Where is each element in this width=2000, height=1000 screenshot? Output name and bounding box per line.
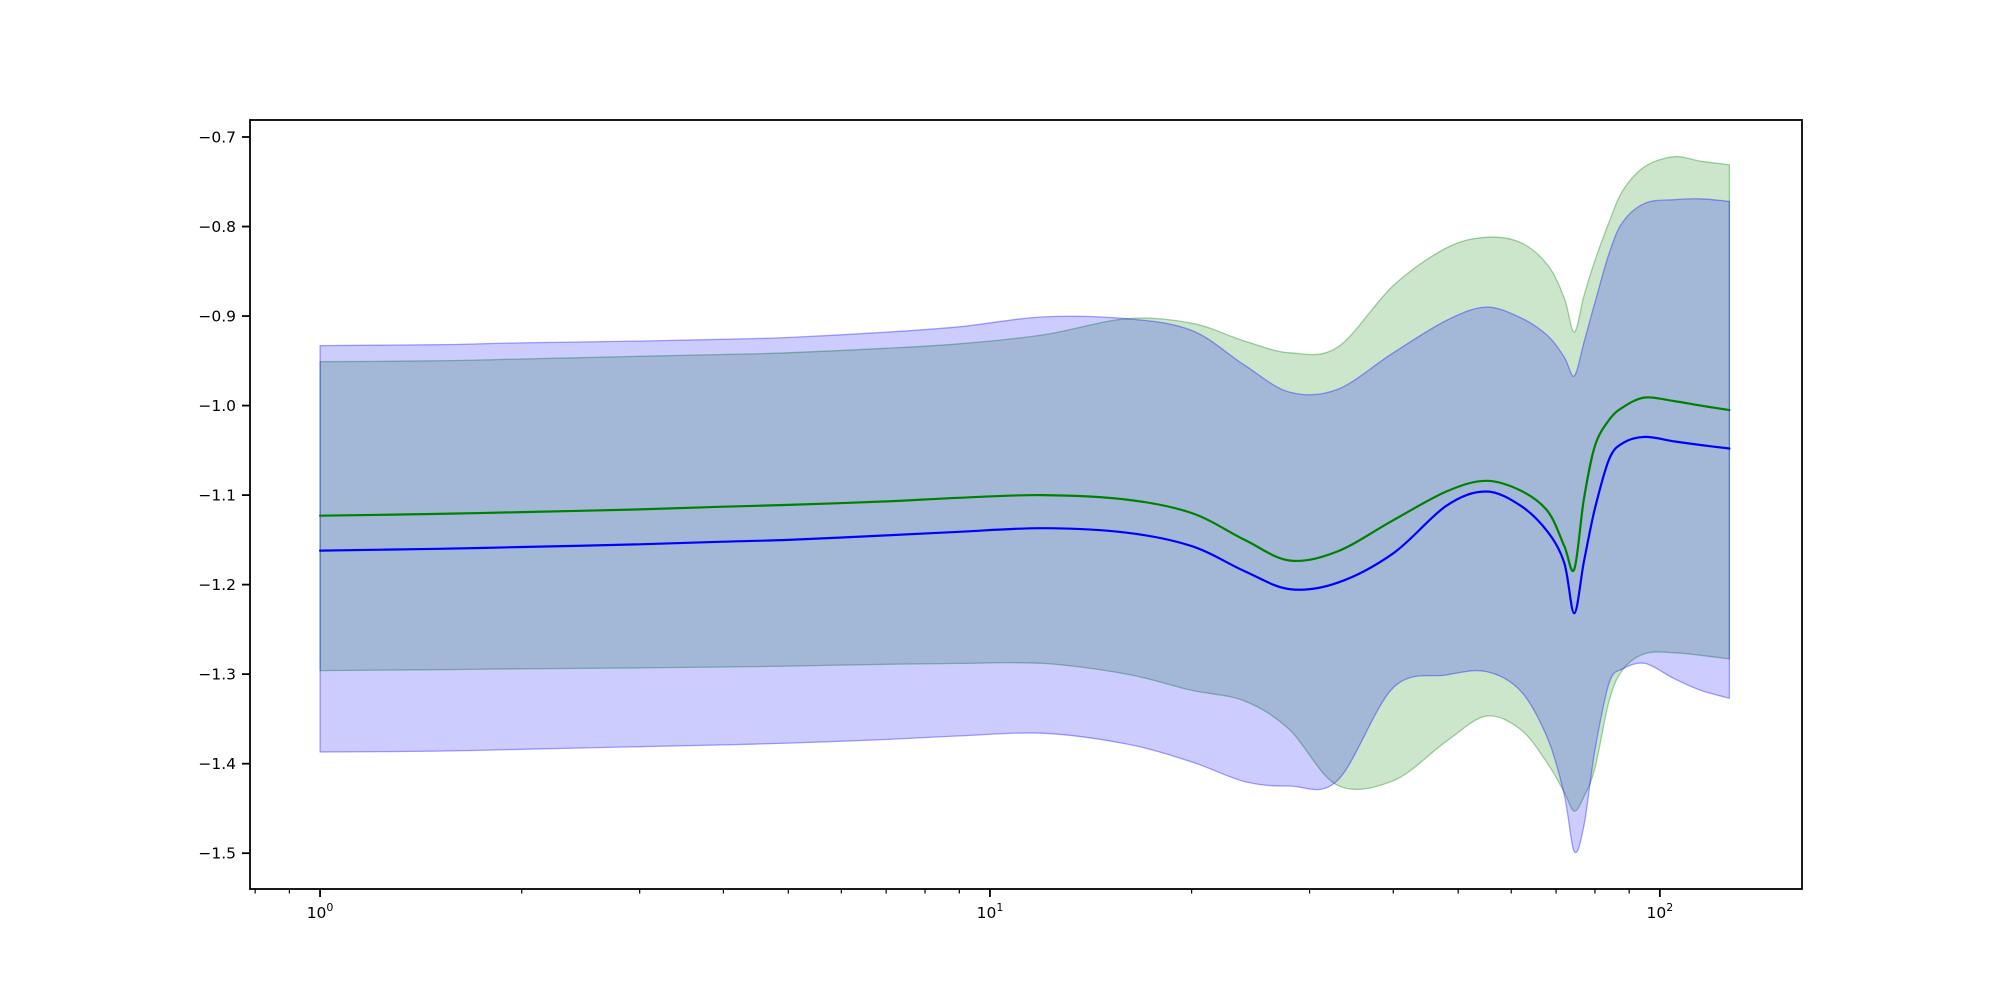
x-axis: 100 101 102 xyxy=(254,889,1673,922)
green-mean-line xyxy=(319,396,1731,573)
x-tick-label: 102 xyxy=(1646,901,1673,922)
y-tick-label: −1.1 xyxy=(198,487,236,505)
y-tick-label: −1.3 xyxy=(198,666,236,684)
confidence-bands xyxy=(319,155,1731,854)
blue-confidence-band xyxy=(319,198,1731,854)
y-tick-label: −0.7 xyxy=(198,129,236,147)
y-tick-label: −1.0 xyxy=(198,397,236,415)
y-tick-label: −1.5 xyxy=(198,845,236,863)
y-tick-label: −1.4 xyxy=(198,755,236,773)
y-tick-label: −0.8 xyxy=(198,218,236,236)
x-tick-label: 101 xyxy=(977,901,1004,922)
y-axis: −0.7 −0.8 −0.9 −1.0 −1.1 −1.2 −1.3 −1.4 −1.5 xyxy=(198,129,250,863)
axes-spines xyxy=(249,119,1803,890)
green-confidence-band xyxy=(319,155,1731,812)
series-lines xyxy=(319,396,1731,615)
x-tick-label: 100 xyxy=(307,901,334,922)
blue-mean-line xyxy=(319,435,1731,615)
y-tick-label: −1.2 xyxy=(198,576,236,594)
y-tick-label: −0.9 xyxy=(198,308,236,326)
